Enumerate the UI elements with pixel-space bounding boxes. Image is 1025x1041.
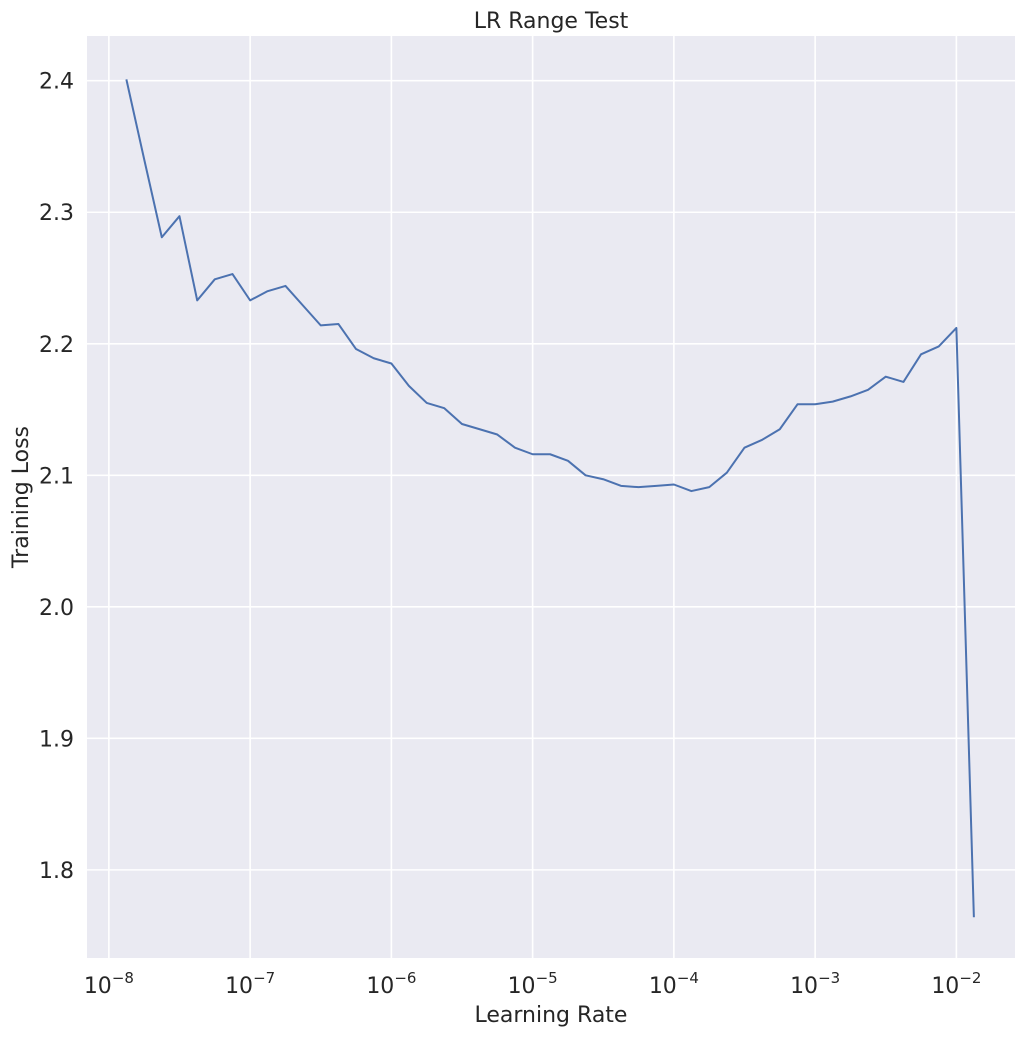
- y-grid-lines: [87, 79, 1015, 871]
- y-tick-label: 2.2: [39, 333, 74, 358]
- y-tick-label: 2.3: [39, 201, 74, 226]
- chart-title: LR Range Test: [474, 9, 629, 34]
- series-layer: [125, 79, 975, 918]
- x-tick-label: 10−3: [790, 969, 840, 999]
- x-grid-lines: [108, 36, 958, 958]
- y-tick-label: 1.8: [39, 859, 74, 884]
- y-tick-label: 2.0: [39, 596, 74, 621]
- x-tick-label: 10−8: [84, 969, 134, 999]
- x-tick-label: 10−7: [225, 969, 275, 999]
- y-tick-label: 2.4: [39, 70, 74, 95]
- x-axis-label: Learning Rate: [475, 1003, 628, 1028]
- y-tick-label: 1.9: [39, 727, 74, 752]
- training-loss-line: [125, 79, 975, 918]
- x-tick-label: 10−4: [649, 969, 699, 999]
- y-axis-label: Training Loss: [9, 426, 34, 569]
- y-tick-label: 2.1: [39, 464, 74, 489]
- x-tick-label: 10−5: [508, 969, 558, 999]
- x-tick-label: 10−6: [366, 969, 416, 999]
- y-tick-labels: 1.8 1.9 2.0 2.1 2.2 2.3 2.4: [39, 70, 74, 884]
- x-tick-label: 10−2: [931, 969, 981, 999]
- plot-area: [87, 36, 1015, 958]
- x-tick-labels: 10−8 10−7 10−6 10−5 10−4 10−3 10−2: [84, 969, 982, 999]
